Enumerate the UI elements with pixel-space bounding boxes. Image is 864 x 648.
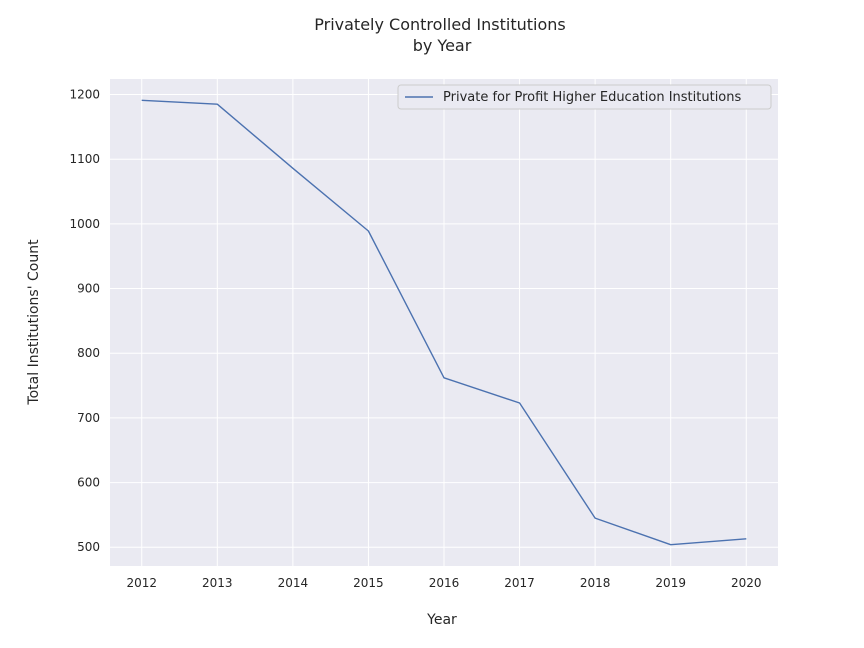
x-tick-label: 2016	[429, 576, 460, 590]
legend-label: Private for Profit Higher Education Inst…	[443, 90, 742, 105]
y-axis-label: Total Institutions' Count	[26, 239, 42, 406]
chart-title-line1: Privately Controlled Institutions	[314, 15, 565, 34]
x-tick-label: 2014	[278, 576, 309, 590]
x-tick-label: 2013	[202, 576, 233, 590]
legend: Private for Profit Higher Education Inst…	[397, 84, 772, 110]
grid-lines	[110, 79, 778, 566]
y-tick-label: 900	[77, 282, 100, 296]
x-tick-label: 2017	[504, 576, 535, 590]
y-tick-label: 1000	[69, 217, 100, 231]
tick-labels: 2012 2013 2014 2015 2016 2017 2018 2019 2020 500 6…	[69, 88, 761, 590]
y-tick-label: 600	[77, 476, 100, 490]
y-tick-label: 1100	[69, 152, 100, 166]
y-tick-label: 800	[77, 346, 100, 360]
y-tick-label: 500	[77, 540, 100, 554]
x-tick-label: 2015	[353, 576, 384, 590]
chart-title-line2: by Year	[413, 36, 472, 55]
series-line	[141, 99, 747, 546]
x-tick-label: 2020	[731, 576, 762, 590]
y-tick-label: 700	[77, 411, 100, 425]
legend-box	[397, 84, 772, 110]
y-tick-label: 1200	[69, 88, 100, 102]
x-tick-label: 2019	[655, 576, 686, 590]
x-tick-label: 2012	[126, 576, 157, 590]
x-tick-label: 2018	[580, 576, 611, 590]
x-axis-label: Year	[426, 612, 457, 628]
series-lines	[141, 99, 747, 546]
